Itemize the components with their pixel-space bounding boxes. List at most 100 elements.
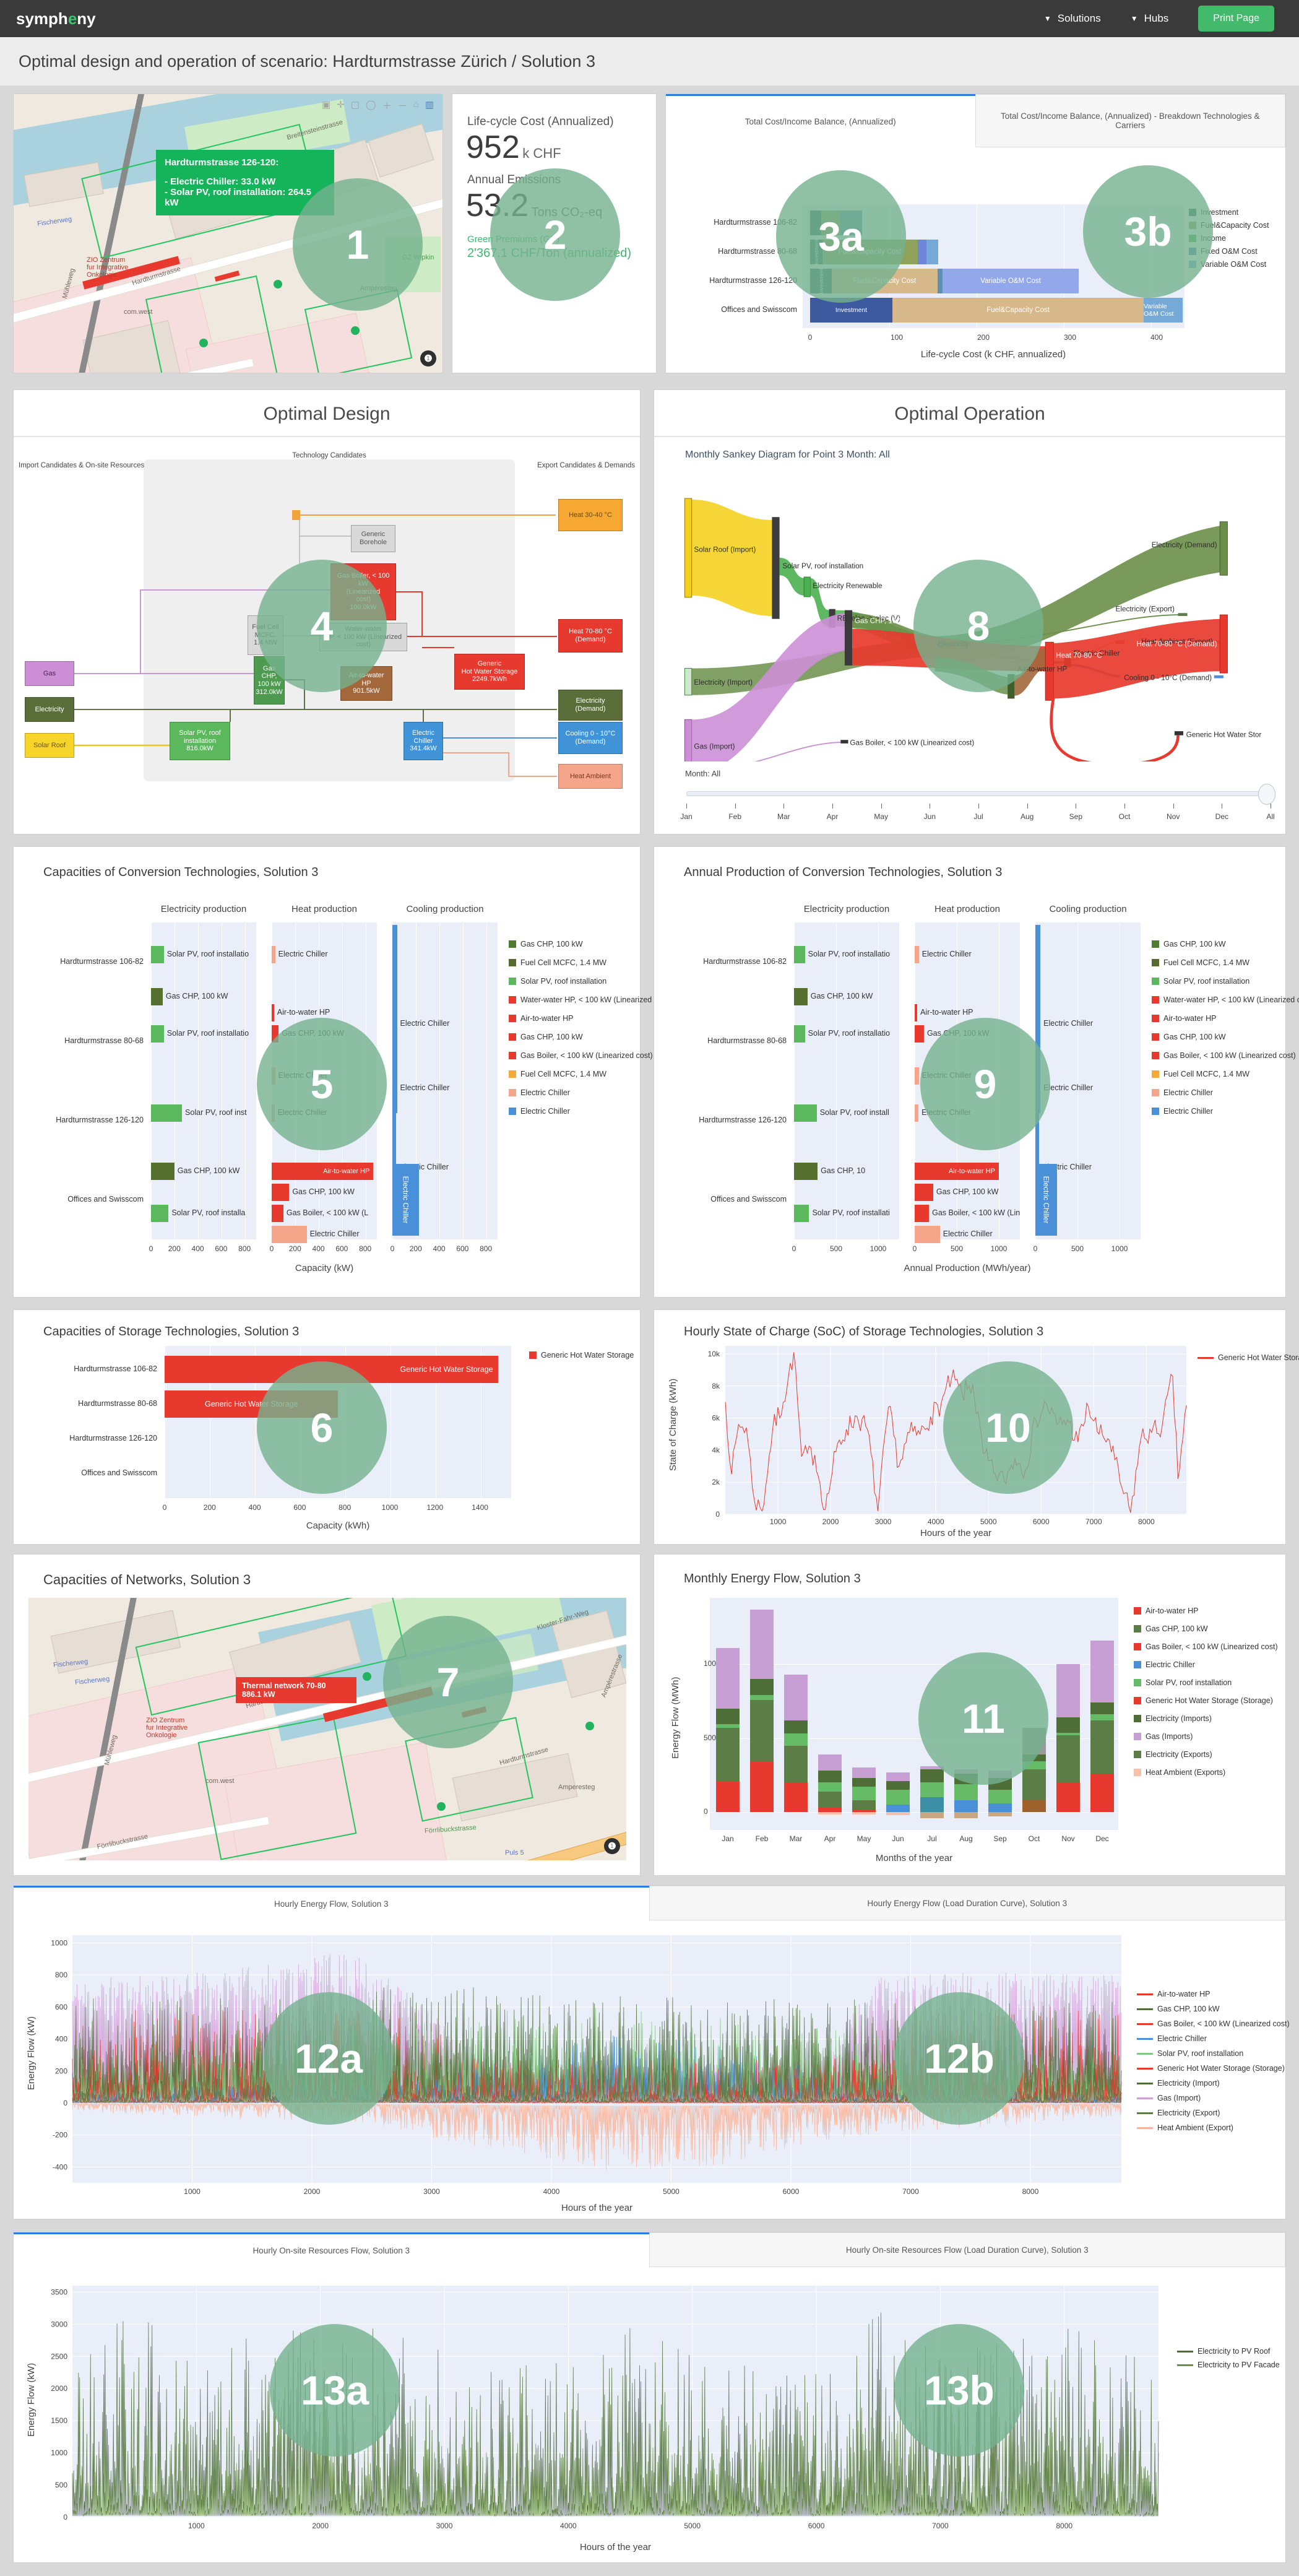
monthly-bar-segment[interactable] <box>852 1800 876 1810</box>
monthly-bar-segment[interactable] <box>818 1782 842 1792</box>
monthly-bar-segment[interactable] <box>954 1800 978 1812</box>
monthly-bar-segment[interactable] <box>784 1720 808 1734</box>
tech-bar[interactable] <box>272 1226 307 1243</box>
tech-bar[interactable] <box>794 1025 805 1043</box>
onsite-flow-chart[interactable]: 0 500 1000 1500 2000 2500 3000 3500 1000 2000 3000… <box>14 2232 1287 2564</box>
tech-bar[interactable] <box>151 1163 175 1180</box>
monthly-bar-segment[interactable] <box>818 1754 842 1771</box>
monthly-bar-segment[interactable] <box>818 1791 842 1808</box>
box-select-icon[interactable]: ▢ <box>350 100 360 110</box>
monthly-bar-segment[interactable] <box>1056 1664 1080 1718</box>
monthly-bar-segment[interactable] <box>1056 1717 1080 1733</box>
camera-icon[interactable]: ▣ <box>321 100 331 110</box>
tech-bar[interactable] <box>1035 1069 1039 1192</box>
slider-tick-label[interactable]: Feb <box>728 812 741 821</box>
tech-bar[interactable] <box>272 1205 283 1222</box>
monthly-bar-segment[interactable] <box>750 1695 774 1700</box>
lasso-icon[interactable]: ◯ <box>365 100 376 110</box>
hub-map[interactable]: FischerwegHardturmstrasseFörrlibuckstras… <box>14 94 442 373</box>
cost-bar-segment[interactable] <box>937 269 943 293</box>
plotly-logo-icon[interactable]: ▥ <box>425 100 434 110</box>
design-node[interactable]: Gas <box>25 661 74 686</box>
tech-bar[interactable] <box>151 1205 169 1222</box>
slider-tick-label[interactable]: Jul <box>973 812 983 821</box>
design-node[interactable]: Solar Roof <box>25 733 74 758</box>
monthly-bar-segment[interactable] <box>750 1609 774 1680</box>
monthly-bar-segment[interactable] <box>920 1797 944 1812</box>
monthly-bar-segment[interactable] <box>818 1771 842 1783</box>
cost-bar-segment[interactable]: Variable O&M Cost <box>943 269 1079 293</box>
slider-tick-label[interactable]: May <box>874 812 888 821</box>
slider-tick-label[interactable]: Jan <box>680 812 693 821</box>
monthly-bar-segment[interactable] <box>1056 1782 1080 1812</box>
monthly-bar-segment[interactable] <box>988 1790 1012 1803</box>
tech-bar[interactable]: Air-to-water HP <box>915 1163 999 1180</box>
monthly-bar-segment[interactable] <box>750 1761 774 1812</box>
month-slider[interactable] <box>686 791 1272 796</box>
tech-bar[interactable] <box>151 988 163 1005</box>
tech-bar[interactable] <box>794 946 805 963</box>
slider-tick-label[interactable]: Jun <box>923 812 936 821</box>
tech-bar[interactable] <box>915 1205 930 1222</box>
monthly-bar-segment[interactable] <box>954 1784 978 1800</box>
tech-bar[interactable] <box>915 946 919 963</box>
sankey-diagram[interactable]: Solar Roof (Import) Solar PV, roof insta… <box>654 471 1285 761</box>
monthly-bar-segment[interactable] <box>1056 1733 1080 1735</box>
networks-map[interactable]: FischerwegFischerwegHardturmstrasseHardt… <box>28 1598 626 1860</box>
tech-bar[interactable] <box>392 925 397 1049</box>
design-node[interactable]: Generic Borehole <box>351 525 395 552</box>
tech-bar[interactable] <box>794 988 808 1005</box>
slider-tick-label[interactable]: All <box>1266 812 1275 821</box>
monthly-bar-segment[interactable] <box>852 1767 876 1779</box>
tech-bar[interactable] <box>272 1004 274 1021</box>
monthly-bar-segment[interactable] <box>1022 1800 1046 1812</box>
slider-tick-label[interactable]: Oct <box>1118 812 1131 821</box>
monthly-bar-segment[interactable] <box>988 1803 1012 1812</box>
design-node[interactable]: Solar PV, roof installation 816.0kW <box>170 722 230 760</box>
nav-hubs[interactable]: ▼ Hubs <box>1131 12 1169 25</box>
tech-bar[interactable] <box>915 1184 933 1201</box>
cost-bar-segment[interactable]: Fuel&Capacity Cost <box>892 298 1144 323</box>
monthly-bar-segment[interactable] <box>920 1766 944 1769</box>
tab-onsite-flow[interactable]: Hourly On-site Resources Flow, Solution … <box>14 2232 649 2267</box>
design-node[interactable]: Electricity <box>25 697 74 722</box>
monthly-bar-segment[interactable] <box>886 1805 910 1812</box>
monthly-bar-segment[interactable] <box>886 1780 910 1790</box>
design-node[interactable]: Electric Chiller 341.4kW <box>404 722 443 760</box>
tab-cost-balance[interactable]: Total Cost/Income Balance, (Annualized) <box>666 94 975 147</box>
tech-bar[interactable] <box>915 1067 919 1085</box>
tab-hourly-ldc[interactable]: Hourly Energy Flow (Load Duration Curve)… <box>649 1886 1285 1920</box>
monthly-bar-segment[interactable] <box>750 1699 774 1762</box>
design-node[interactable]: Heat 70-80 °C (Demand) <box>558 619 623 653</box>
monthly-bar-segment[interactable] <box>852 1787 876 1800</box>
monthly-bar-negative[interactable] <box>988 1812 1012 1817</box>
monthly-bar-segment[interactable] <box>1022 1769 1046 1800</box>
tech-bar[interactable] <box>151 1025 164 1043</box>
monthly-bar-negative[interactable] <box>920 1812 944 1818</box>
slider-tick-label[interactable]: Nov <box>1166 812 1180 821</box>
monthly-bar-segment[interactable] <box>716 1648 740 1709</box>
monthly-bar-segment[interactable] <box>920 1769 944 1783</box>
tech-bar[interactable]: Electric Chiller <box>392 1164 420 1236</box>
slider-tick-label[interactable]: Apr <box>826 812 839 821</box>
monthly-bar-segment[interactable] <box>852 1810 876 1812</box>
monthly-bar-segment[interactable] <box>1090 1773 1114 1812</box>
monthly-bar-segment[interactable] <box>1090 1641 1114 1703</box>
design-node[interactable]: Electricity (Demand) <box>558 690 623 721</box>
monthly-bar-segment[interactable] <box>784 1675 808 1720</box>
monthly-bar-segment[interactable] <box>920 1782 944 1798</box>
tech-bar[interactable] <box>272 946 275 963</box>
cost-bar-segment[interactable] <box>926 240 939 264</box>
monthly-bar-negative[interactable] <box>852 1812 876 1815</box>
tech-bar[interactable] <box>915 1226 940 1243</box>
design-node[interactable]: Heat 30-40 °C <box>558 499 623 531</box>
tech-bar[interactable] <box>1035 925 1041 1049</box>
tech-bar[interactable] <box>392 989 397 1113</box>
monthly-bar-segment[interactable] <box>716 1727 740 1781</box>
tech-bar[interactable] <box>151 1104 183 1122</box>
monthly-bar-segment[interactable] <box>886 1772 910 1781</box>
monthly-bar-negative[interactable] <box>886 1812 910 1815</box>
cost-bar-segment[interactable] <box>917 240 926 264</box>
tech-bar[interactable] <box>915 1104 919 1122</box>
